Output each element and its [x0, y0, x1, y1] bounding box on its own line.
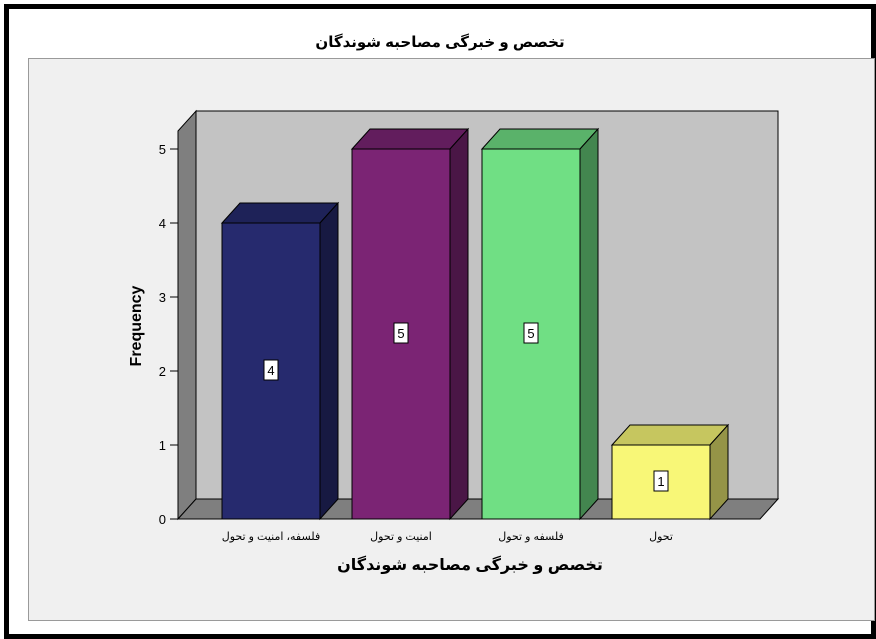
data-label-box — [393, 322, 409, 344]
bar-top — [220, 202, 340, 224]
data-label: 1 — [657, 474, 664, 489]
y-tick-label: 3 — [159, 290, 166, 305]
y-axis-title: Frequency — [128, 285, 145, 366]
category-labels: فلسفه، امنیت و تحول امنیت و تحول فلسفه و ت… — [222, 531, 673, 543]
data-label-box — [653, 470, 669, 492]
bar-top — [350, 128, 470, 150]
data-label: 5 — [397, 326, 404, 341]
data-label: 5 — [527, 326, 534, 341]
bar-side — [579, 127, 599, 521]
bar-side — [319, 201, 339, 521]
y-tick-label: 4 — [159, 216, 166, 231]
y-axis: 0 1 2 3 4 5 — [159, 142, 178, 527]
y-tick-label: 1 — [159, 438, 166, 453]
data-label-box — [263, 359, 279, 381]
bar-top — [480, 128, 600, 150]
bar-side — [709, 423, 729, 521]
x-axis-title: تخصص و خبرگی مصاحبه شوندگان — [337, 555, 603, 574]
data-label: 4 — [267, 363, 274, 378]
bar-side — [449, 127, 469, 521]
y-tick-label: 2 — [159, 364, 166, 379]
data-label-box — [523, 322, 539, 344]
category-label: فلسفه و تحول — [498, 531, 563, 543]
data-labels: 4 5 5 1 — [263, 322, 669, 492]
chart-title: تخصص و خبرگی مصاحبه شوندگان — [315, 34, 565, 51]
y-tick-label: 5 — [159, 142, 166, 157]
category-label: امنیت و تحول — [370, 531, 432, 543]
category-label: فلسفه، امنیت و تحول — [222, 531, 320, 543]
y-tick-label: 0 — [159, 512, 166, 527]
bar-top — [610, 424, 730, 446]
side-wall — [177, 109, 197, 521]
category-label: تحول — [649, 531, 673, 543]
